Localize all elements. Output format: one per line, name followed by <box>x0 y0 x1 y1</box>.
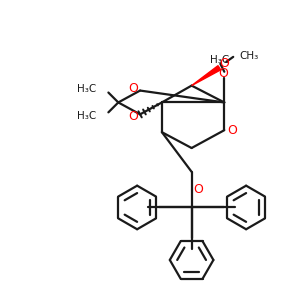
Text: O: O <box>194 183 203 196</box>
Text: O: O <box>218 67 228 80</box>
Text: H₃C: H₃C <box>77 111 97 121</box>
Text: O: O <box>227 124 237 137</box>
Text: O: O <box>128 82 138 95</box>
Text: O: O <box>219 57 229 70</box>
Text: O: O <box>128 110 138 123</box>
Polygon shape <box>192 66 221 86</box>
Text: H₃C: H₃C <box>210 55 229 65</box>
Text: CH₃: CH₃ <box>239 51 258 61</box>
Text: H₃C: H₃C <box>77 84 97 94</box>
